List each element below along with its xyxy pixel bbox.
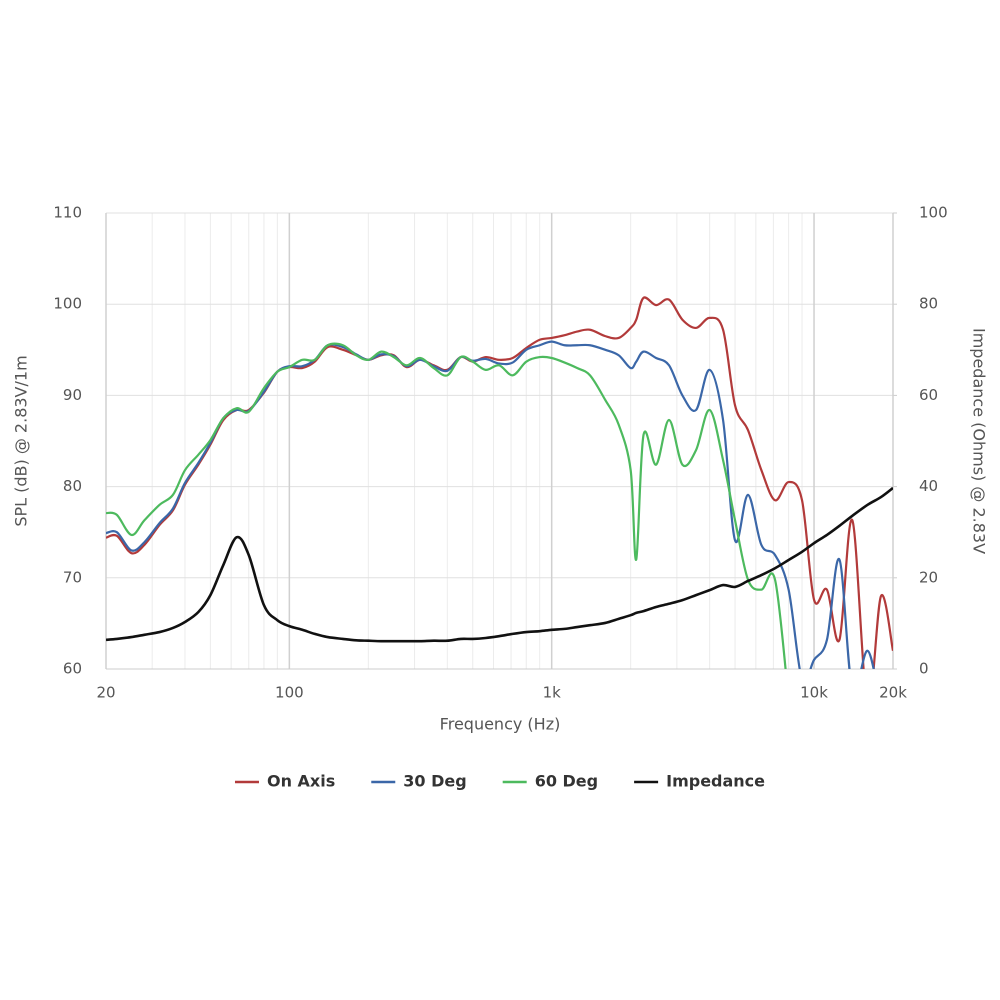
y-tick-label: 70	[63, 568, 82, 586]
x-tick-label: 20	[96, 684, 115, 702]
y-tick-label: 80	[63, 477, 82, 495]
y-tick-label: 100	[53, 295, 82, 313]
series-line	[106, 486, 893, 643]
y-tick-label: 90	[63, 386, 82, 404]
x-tick-label: 100	[275, 684, 304, 702]
series-line	[106, 342, 787, 669]
y-axis-title: SPL (dB) @ 2.83V/1m	[12, 355, 31, 526]
legend-label: Impedance	[666, 772, 765, 791]
x-axis-title: Frequency (Hz)	[440, 715, 561, 734]
plot-area	[106, 296, 893, 669]
y2-tick-label: 100	[919, 204, 948, 222]
x-tick-label: 10k	[800, 684, 828, 702]
y2-tick-label: 20	[919, 568, 938, 586]
x-tick-label: 20k	[879, 684, 907, 702]
legend-label: On Axis	[267, 772, 335, 791]
y2-tick-label: 80	[919, 295, 938, 313]
y2-tick-label: 0	[919, 660, 929, 678]
y-tick-label: 110	[53, 204, 82, 222]
y2-axis-title: Impedance (Ohms) @ 2.83V	[970, 328, 989, 554]
x-tick-label: 1k	[543, 684, 562, 702]
y-tick-label: 60	[63, 660, 82, 678]
series-line	[106, 296, 893, 669]
legend-label: 60 Deg	[535, 772, 598, 791]
y2-tick-label: 60	[919, 386, 938, 404]
legend-label: 30 Deg	[403, 772, 466, 791]
y2-tick-label: 40	[919, 477, 938, 495]
series-line	[106, 340, 875, 669]
